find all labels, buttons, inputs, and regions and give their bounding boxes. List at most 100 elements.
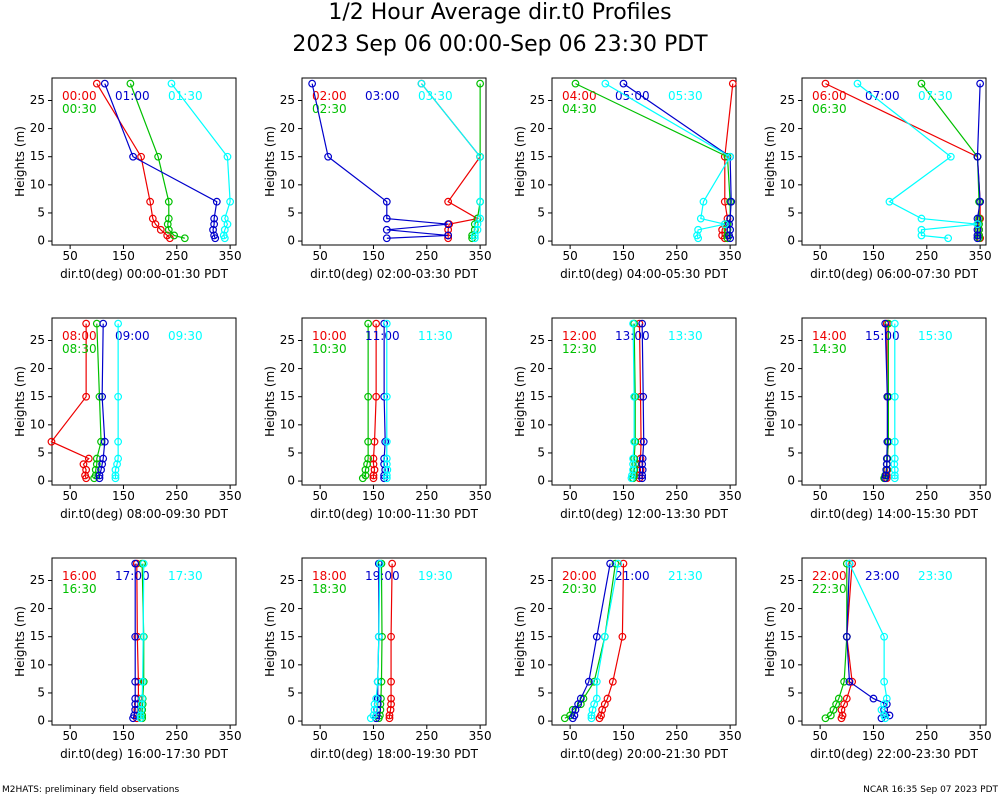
y-axis-label: Heights (m) [763, 126, 777, 197]
x-axis-label: dir.t0(deg) 04:00-05:30 PDT [560, 267, 729, 281]
plot-frame [51, 77, 237, 246]
profile-point [883, 392, 892, 401]
profile-point [388, 559, 397, 568]
x-tick-label: 150 [112, 249, 135, 263]
x-tick-label: 350 [219, 729, 242, 743]
y-tick-label: 0 [537, 714, 545, 728]
panel: 50 150 250 350 0 5 10 15 20 25 dir.t0(deg) 20:00-2… [513, 557, 742, 761]
y-tick-label: 15 [30, 629, 45, 643]
legend-label: 03:30 [418, 89, 453, 103]
plot-frame [801, 557, 987, 726]
plot-frame [301, 77, 487, 246]
y-tick-label: 5 [37, 205, 45, 219]
profile-point [638, 471, 647, 480]
profile-point [82, 392, 91, 401]
profile-point [638, 319, 647, 328]
y-tick-label: 25 [780, 93, 795, 107]
profile-point [84, 454, 93, 463]
y-tick-label: 15 [780, 629, 795, 643]
profile-point [619, 559, 628, 568]
profile-point [603, 694, 612, 703]
profile-point [976, 79, 985, 88]
legend-label: 20:00 [562, 569, 597, 583]
y-tick-label: 5 [787, 445, 795, 459]
profile-point [385, 714, 394, 723]
legend-label: 11:00 [365, 329, 400, 343]
plot-frame [801, 77, 987, 246]
profile-point [372, 392, 381, 401]
legend-label: 20:30 [562, 582, 597, 596]
x-axis-label: dir.t0(deg) 06:00-07:30 PDT [810, 267, 979, 281]
profile-point [590, 677, 599, 686]
legend-label: 00:30 [62, 102, 97, 116]
legend-label: 00:00 [62, 89, 97, 103]
profile-point [838, 711, 847, 720]
legend-label: 06:00 [812, 89, 847, 103]
y-tick-label: 25 [530, 93, 545, 107]
profile-point [693, 231, 701, 240]
profile-point [890, 474, 899, 483]
profile-point [890, 437, 899, 446]
profile-point [619, 79, 628, 88]
y-tick-label: 25 [530, 573, 545, 587]
y-tick-label: 5 [787, 205, 795, 219]
profile-point [627, 474, 636, 483]
x-axis-label: dir.t0(deg) 18:00-19:30 PDT [310, 747, 479, 761]
legend-label: 02:30 [312, 102, 347, 116]
legend-label: 18:00 [312, 569, 347, 583]
profile-point [917, 231, 926, 240]
profile-point [880, 632, 889, 641]
profile-point [369, 474, 378, 483]
x-tick-label: 50 [812, 249, 827, 263]
panel: 50 150 250 350 0 5 10 15 20 25 dir.t0(deg) 04:00-0… [513, 77, 742, 281]
y-tick-label: 25 [530, 333, 545, 347]
y-tick-label: 5 [537, 445, 545, 459]
chart-subtitle: 2023 Sep 06 00:00-Sep 06 23:30 PDT [292, 32, 708, 57]
profile-point [364, 319, 373, 328]
profile-point [973, 152, 982, 161]
profile-point [383, 465, 392, 474]
x-tick-label: 250 [165, 729, 188, 743]
profile-point [973, 225, 982, 234]
profile-point [156, 225, 165, 234]
legend-label: 09:30 [168, 329, 203, 343]
y-tick-label: 20 [780, 601, 795, 615]
profile-point [223, 152, 232, 161]
y-tick-label: 10 [780, 417, 795, 431]
profile-point [840, 677, 849, 686]
panel: 50 150 250 350 0 5 10 15 20 25 dir.t0(deg) 16:00-1… [13, 557, 242, 761]
x-tick-label: 350 [219, 489, 242, 503]
x-tick-label: 150 [362, 729, 385, 743]
profile-point [576, 694, 585, 703]
profile-point [375, 559, 384, 568]
x-tick-label: 150 [862, 729, 885, 743]
profile-point [890, 465, 899, 474]
x-tick-label: 150 [612, 249, 635, 263]
profile-point [592, 677, 601, 686]
y-tick-label: 10 [530, 657, 545, 671]
profile-point [363, 460, 371, 469]
x-axis-label: dir.t0(deg) 14:00-15:30 PDT [810, 507, 979, 521]
profile-line [846, 563, 891, 719]
x-tick-label: 50 [562, 729, 577, 743]
profile-point [976, 197, 985, 206]
profile-point [725, 231, 733, 240]
profile-point [361, 465, 370, 474]
y-tick-label: 5 [287, 205, 295, 219]
panel: 50 150 250 350 0 5 10 15 20 25 dir.t0(deg) 10:00-1… [263, 317, 492, 521]
profile-point [387, 632, 395, 641]
profile-point [373, 677, 382, 686]
profile-point [842, 632, 851, 641]
x-tick-label: 50 [312, 489, 327, 503]
profile-point [370, 465, 379, 474]
profile-point [370, 700, 379, 709]
profile-point [890, 319, 899, 328]
legend-label: 04:30 [562, 102, 597, 116]
profile-point [600, 632, 609, 641]
profile-point [973, 234, 982, 243]
y-tick-label: 15 [530, 629, 545, 643]
profile-line [857, 83, 978, 239]
profile-point [369, 471, 378, 480]
profile-point [382, 234, 391, 243]
x-tick-label: 250 [665, 249, 688, 263]
